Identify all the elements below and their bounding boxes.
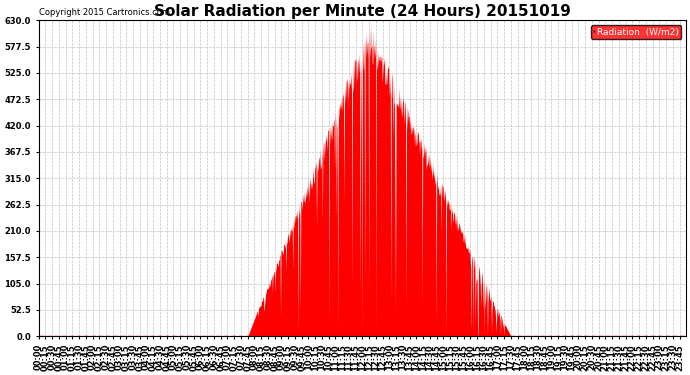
Text: Copyright 2015 Cartronics.com: Copyright 2015 Cartronics.com (39, 8, 170, 17)
Title: Solar Radiation per Minute (24 Hours) 20151019: Solar Radiation per Minute (24 Hours) 20… (154, 4, 571, 19)
Legend: Radiation  (W/m2): Radiation (W/m2) (591, 25, 681, 39)
